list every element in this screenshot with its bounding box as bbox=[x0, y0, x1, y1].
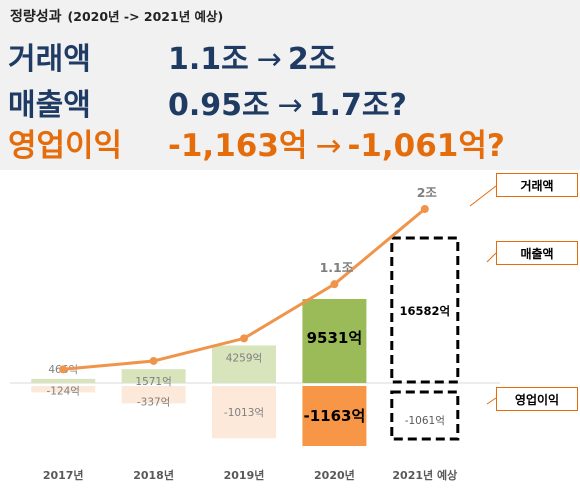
callout-operating-profit: 영업이익 bbox=[496, 387, 578, 411]
header-subtitle-text: 정량성과 bbox=[10, 9, 62, 25]
transaction-label: 1.1조 bbox=[320, 260, 354, 275]
metric-to: -1,061억? bbox=[347, 128, 505, 164]
x-tick-label: 2021년 예상 bbox=[392, 468, 457, 482]
callout-leader-operating-profit bbox=[486, 397, 497, 405]
revenue-label: 4259억 bbox=[226, 352, 262, 364]
metric-row-transaction: 거래액 1.1조 → 2조 bbox=[8, 34, 336, 78]
header-subtitle: 정량성과 (2020년 -> 2021년 예상) bbox=[10, 6, 223, 26]
transaction-label: 2조 bbox=[417, 185, 438, 200]
metric-from: 0.95조 bbox=[168, 88, 270, 123]
profit-bar bbox=[31, 386, 96, 393]
callout-transaction: 거래액 bbox=[496, 173, 578, 197]
profit-label: -1163억 bbox=[304, 407, 366, 425]
profit-label: -1061억 bbox=[405, 415, 445, 427]
metric-row-revenue: 매출액 0.95조 → 1.7조? bbox=[8, 80, 407, 124]
revenue-bar bbox=[121, 369, 186, 383]
callout-revenue: 매출액 bbox=[496, 241, 578, 265]
metric-label: 거래액 bbox=[8, 42, 91, 77]
transaction-point bbox=[330, 280, 339, 289]
revenue-label: 1571억 bbox=[135, 376, 171, 388]
revenue-bar bbox=[302, 299, 367, 383]
arrow-icon: → bbox=[277, 88, 303, 123]
summary-header: 정량성과 (2020년 -> 2021년 예상) 거래액 1.1조 → 2조 매출액 0.… bbox=[0, 0, 580, 170]
chart-canvas: 466억-124억2017년1571억-337억2018년4259억-1013억… bbox=[10, 185, 500, 482]
revenue-forecast-box bbox=[390, 236, 460, 384]
metric-label: 매출액 bbox=[8, 88, 91, 123]
callout-leader-revenue bbox=[486, 252, 497, 263]
revenue-bar bbox=[212, 345, 276, 383]
transaction-line bbox=[63, 207, 426, 371]
x-tick-label: 2018년 bbox=[133, 468, 174, 482]
callout-leader-transaction bbox=[469, 185, 497, 207]
profit-forecast-box bbox=[390, 390, 460, 441]
arrow-icon: → bbox=[315, 128, 342, 164]
transaction-point bbox=[240, 334, 248, 343]
metric-label: 영업이익 bbox=[8, 128, 123, 164]
metric-from: -1,163억 bbox=[168, 128, 308, 164]
header-subtitle-period: (2020년 -> 2021년 예상) bbox=[67, 9, 224, 24]
profit-label: -337억 bbox=[137, 396, 171, 408]
x-tick-label: 2020년 bbox=[314, 468, 355, 482]
profit-label: -124억 bbox=[46, 385, 80, 397]
x-tick-label: 2019년 bbox=[224, 468, 265, 482]
revenue-bar bbox=[31, 378, 96, 383]
metric-to: 2조 bbox=[287, 42, 337, 77]
profit-bar bbox=[302, 386, 367, 446]
revenue-label: 9531억 bbox=[307, 329, 363, 347]
profit-bar bbox=[212, 386, 276, 439]
transaction-point bbox=[59, 365, 68, 374]
transaction-point bbox=[149, 356, 158, 365]
x-tick-label: 2017년 bbox=[43, 468, 84, 482]
metric-to: 1.7조? bbox=[308, 88, 407, 123]
arrow-icon: → bbox=[256, 42, 282, 77]
metric-from: 1.1조 bbox=[168, 42, 249, 77]
profit-bar bbox=[121, 386, 186, 404]
metric-row-operating-profit: 영업이익 -1,163억 → -1,061억? bbox=[8, 120, 505, 165]
revenue-label: 16582억 bbox=[400, 304, 451, 318]
profit-label: -1013억 bbox=[224, 407, 264, 419]
transaction-point bbox=[420, 205, 429, 213]
